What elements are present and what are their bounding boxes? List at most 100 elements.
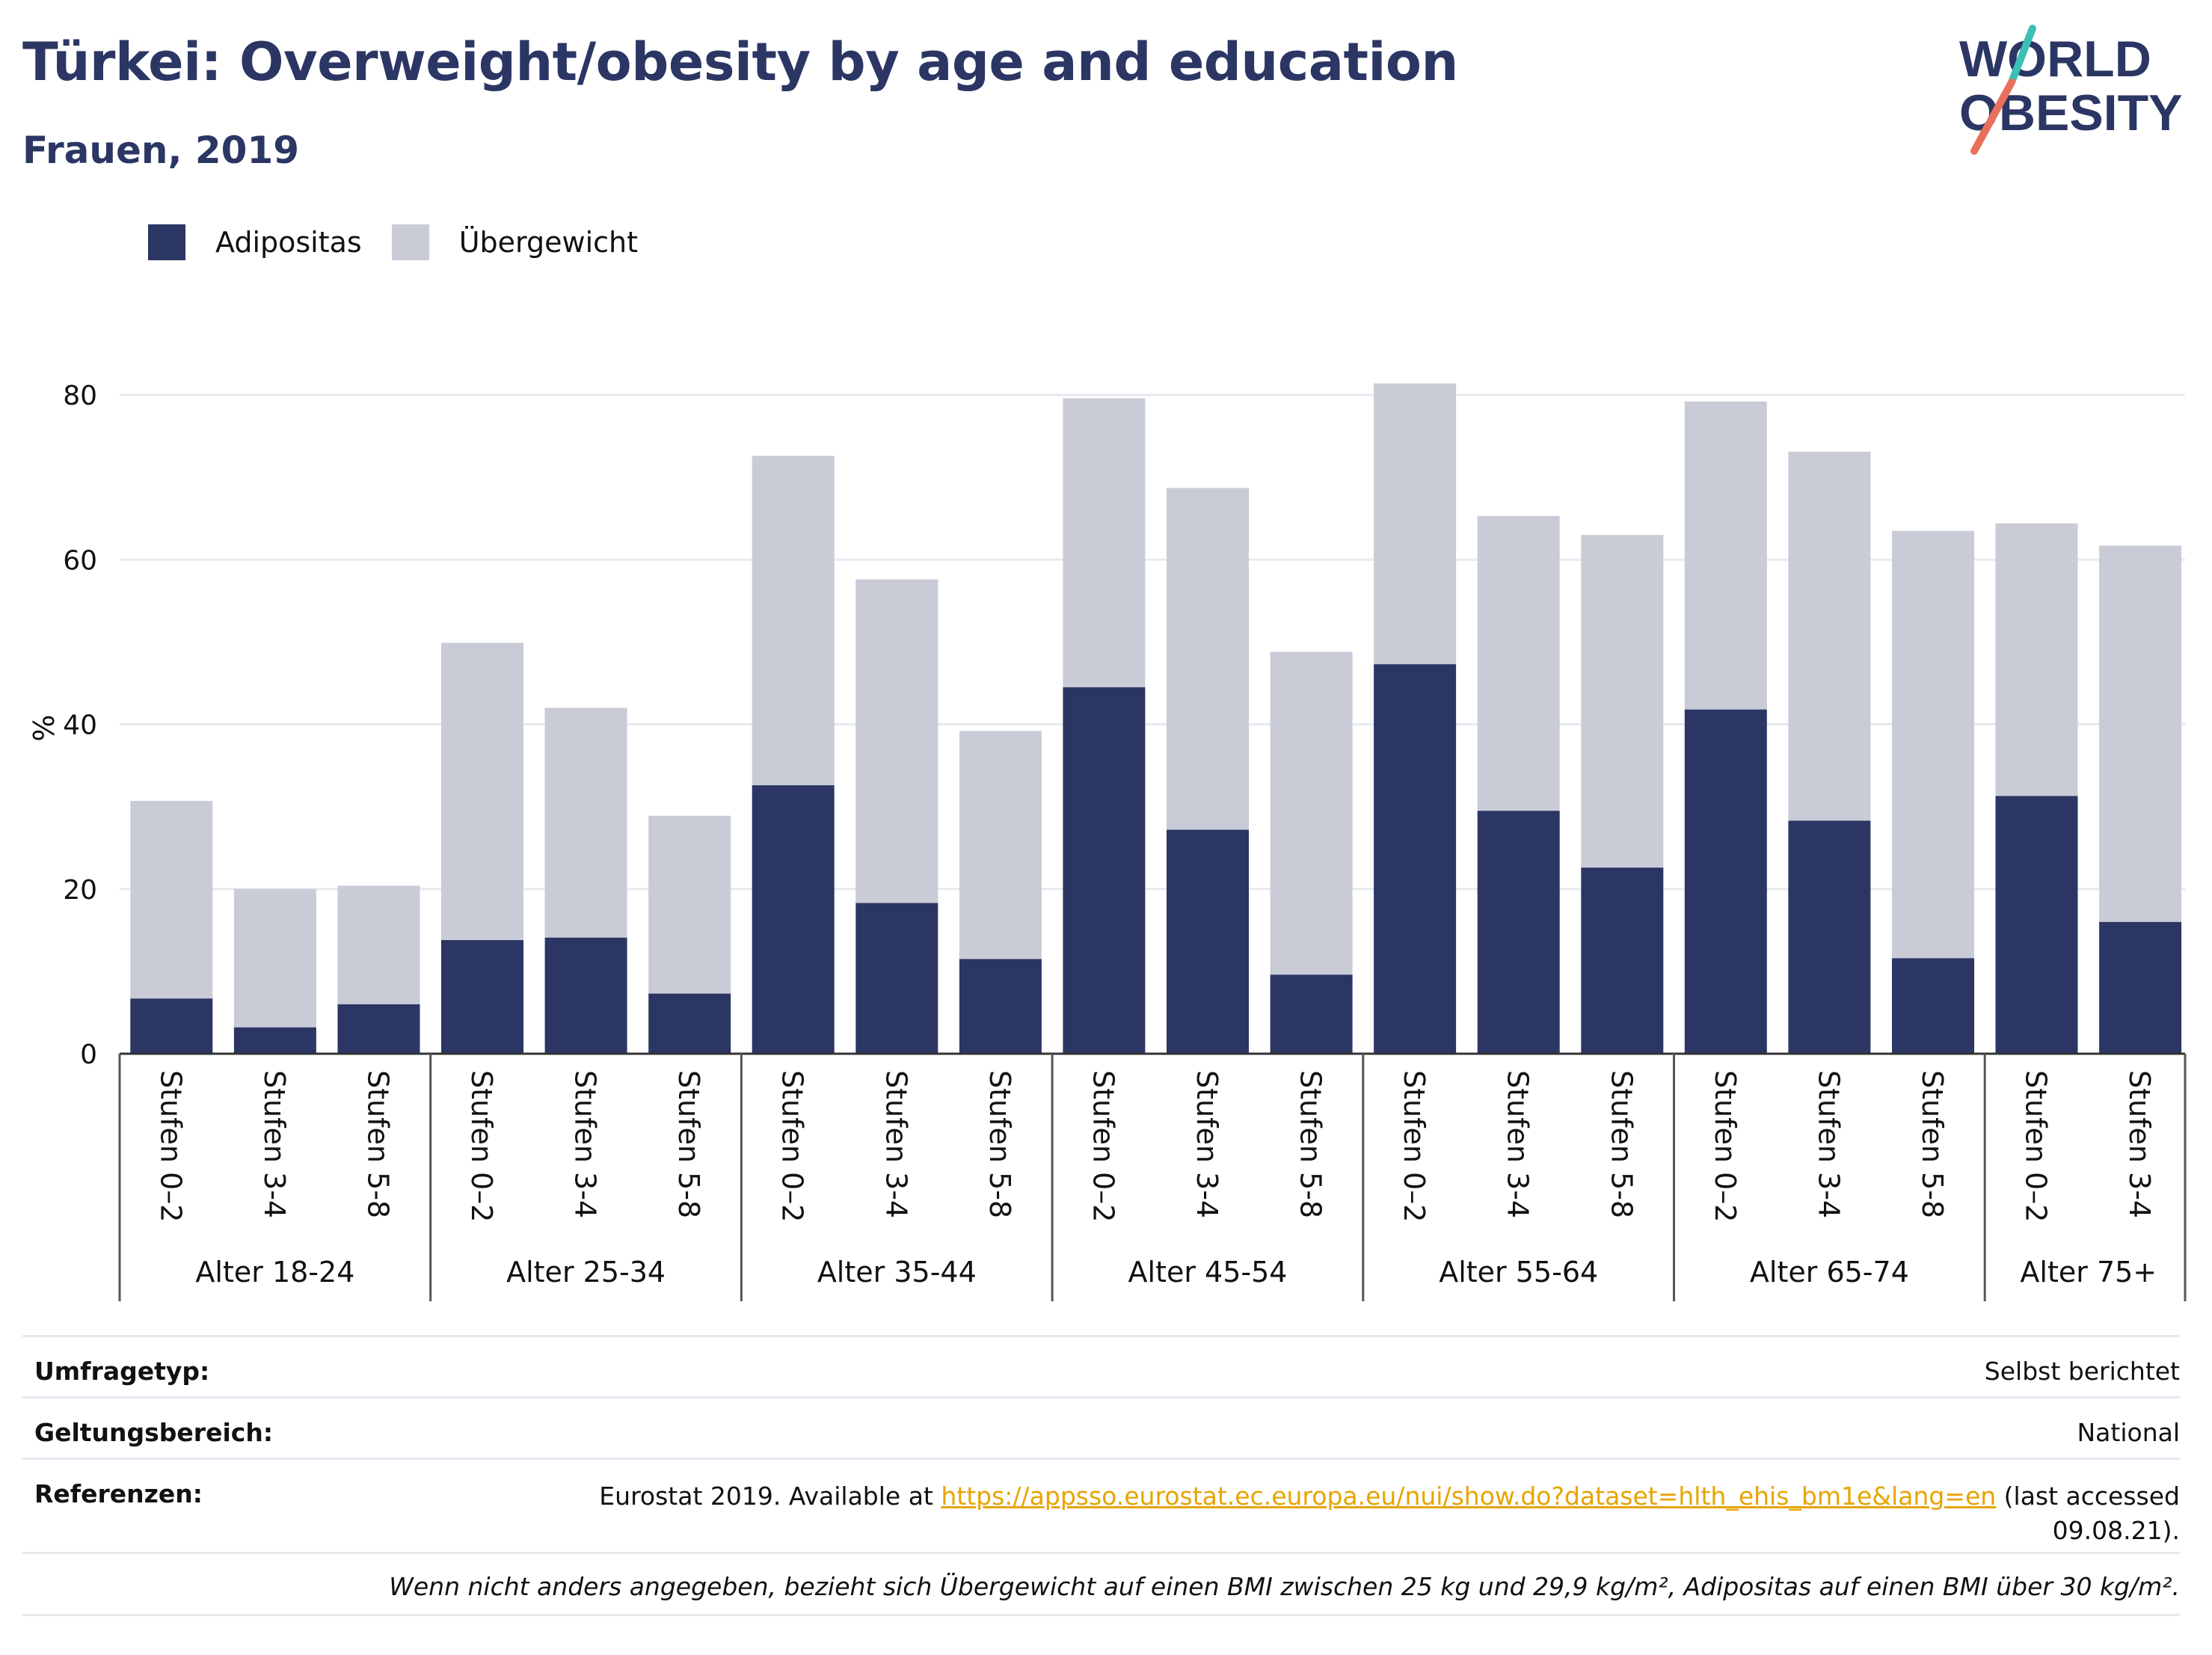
x-tick-label: Stufen 0–2	[154, 1070, 187, 1222]
legend-item-uebergewicht: Übergewicht	[391, 224, 638, 260]
bar-adipositas	[1581, 868, 1664, 1054]
bar-uebergewicht	[1581, 535, 1664, 868]
stacked-bar-chart: 0 20 40 60 80% Stufen 0–2 Stufen 3-4 Stufen 5-8…	[28, 381, 2187, 1301]
y-tick-label: 20	[63, 875, 97, 906]
legend-swatch-adipositas	[148, 224, 185, 260]
bar-adipositas	[1167, 829, 1249, 1054]
bar-uebergewicht	[752, 455, 835, 786]
page-title: Türkei: Overweight/obesity by age and ed…	[22, 31, 1458, 93]
meta-value-survey: Selbst berichtet	[1984, 1357, 2180, 1386]
meta-row-note: Wenn nicht anders angegeben, bezieht sic…	[22, 1552, 2180, 1616]
x-tick-label: Stufen 5-8	[1916, 1070, 1949, 1218]
bar-uebergewicht	[2099, 545, 2182, 922]
meta-value-scope: National	[2077, 1418, 2180, 1447]
metadata-table: Umfragetyp: Selbst berichtet Geltungsber…	[22, 1335, 2180, 1619]
bar-uebergewicht	[1374, 383, 1457, 665]
group-label: Alter 65-74	[1750, 1256, 1909, 1289]
references-link[interactable]: https://appsso.eurostat.ec.europa.eu/nui…	[941, 1481, 1997, 1511]
bar-uebergewicht	[233, 888, 316, 1028]
y-tick-label: 0	[80, 1040, 97, 1070]
logo-stroke-coral	[1970, 79, 2015, 155]
bar-uebergewicht	[1270, 651, 1353, 975]
bar-adipositas	[2099, 921, 2182, 1054]
bar-uebergewicht	[1788, 452, 1871, 821]
chart-legend: Adipositas Übergewicht	[148, 221, 668, 263]
x-tick-label: Stufen 5-8	[672, 1070, 705, 1218]
y-tick-label: 40	[63, 710, 97, 741]
bar-adipositas	[752, 785, 835, 1054]
bar-adipositas	[1684, 709, 1767, 1054]
x-tick-label: Stufen 5-8	[362, 1070, 395, 1218]
logo-stroke-teal	[2008, 25, 2036, 86]
x-tick-label: Stufen 3-4	[1812, 1070, 1845, 1218]
x-tick-label: Stufen 0–2	[1398, 1070, 1431, 1222]
legend-item-adipositas: Adipositas	[148, 224, 362, 260]
x-tick-label: Stufen 0–2	[1087, 1070, 1119, 1222]
y-tick-label: 60	[63, 545, 97, 576]
references-suffix: (last accessed	[1996, 1481, 2180, 1511]
bar-uebergewicht	[1477, 515, 1560, 811]
page-subtitle: Frauen, 2019	[22, 129, 300, 172]
bar-uebergewicht	[1892, 530, 1974, 959]
x-tick-label: Stufen 5-8	[1605, 1070, 1638, 1218]
bar-uebergewicht	[441, 642, 523, 941]
bar-adipositas	[1374, 664, 1457, 1054]
bar-uebergewicht	[130, 800, 213, 999]
bar-uebergewicht	[1063, 398, 1146, 687]
bar-adipositas	[648, 993, 731, 1054]
bar-uebergewicht	[337, 885, 420, 1004]
bar-adipositas	[959, 959, 1042, 1054]
meta-label-references: Referenzen:	[34, 1479, 203, 1508]
bar-uebergewicht	[648, 815, 731, 994]
bar-uebergewicht	[544, 707, 627, 938]
x-tick-label: Stufen 3-4	[879, 1070, 912, 1218]
x-tick-label: Stufen 3-4	[569, 1070, 602, 1218]
bar-adipositas	[130, 998, 213, 1054]
group-label: Alter 25-34	[506, 1256, 666, 1289]
bar-uebergewicht	[1995, 523, 2078, 796]
y-axis-label: %	[28, 714, 61, 741]
x-tick-label: Stufen 3-4	[1502, 1070, 1534, 1218]
x-tick-label: Stufen 0–2	[776, 1070, 809, 1222]
legend-label-uebergewicht: Übergewicht	[458, 226, 638, 259]
legend-swatch-uebergewicht	[391, 224, 429, 260]
x-tick-label: Stufen 0–2	[465, 1070, 498, 1222]
logo-text-world: WORLD	[1959, 31, 2151, 87]
bar-adipositas	[337, 1004, 420, 1054]
bar-adipositas	[1995, 796, 2078, 1054]
meta-row-survey: Umfragetyp: Selbst berichtet	[22, 1335, 2180, 1397]
bar-uebergewicht	[855, 579, 938, 903]
x-tick-label: Stufen 3-4	[2123, 1070, 2156, 1218]
references-date: 09.08.21).	[2052, 1516, 2180, 1545]
world-obesity-logo: WORLD OBESITY	[1959, 25, 2183, 155]
meta-row-references: Referenzen: Eurostat 2019. Available at …	[22, 1458, 2180, 1551]
bar-uebergewicht	[1684, 401, 1767, 710]
bar-uebergewicht	[959, 731, 1042, 959]
group-label: Alter 35-44	[817, 1256, 977, 1289]
bar-adipositas	[1892, 958, 1974, 1054]
definition-note: Wenn nicht anders angegeben, bezieht sic…	[389, 1572, 2180, 1601]
meta-value-references: Eurostat 2019. Available at https://apps…	[599, 1479, 2180, 1548]
x-tick-label: Stufen 5-8	[1294, 1070, 1327, 1218]
group-label: Alter 18-24	[195, 1256, 354, 1289]
bar-uebergewicht	[1167, 488, 1249, 830]
x-tick-label: Stufen 5-8	[983, 1070, 1016, 1218]
bar-adipositas	[1477, 811, 1560, 1054]
bar-adipositas	[1270, 974, 1353, 1054]
x-tick-label: Stufen 0–2	[1709, 1070, 1742, 1222]
bar-adipositas	[855, 903, 938, 1054]
meta-label-survey: Umfragetyp:	[34, 1357, 210, 1386]
meta-label-scope: Geltungsbereich:	[34, 1418, 274, 1447]
bar-adipositas	[233, 1027, 316, 1054]
x-tick-label: Stufen 3-4	[258, 1070, 291, 1218]
group-label: Alter 45-54	[1128, 1256, 1288, 1289]
references-prefix: Eurostat 2019. Available at	[599, 1481, 941, 1511]
x-tick-label: Stufen 3-4	[1191, 1070, 1223, 1218]
legend-label-adipositas: Adipositas	[215, 226, 362, 259]
bar-adipositas	[1788, 820, 1871, 1054]
bar-adipositas	[1063, 687, 1146, 1054]
group-label: Alter 75+	[2020, 1256, 2157, 1289]
x-tick-label: Stufen 0–2	[2020, 1070, 2053, 1222]
bar-adipositas	[441, 940, 523, 1054]
bar-adipositas	[544, 937, 627, 1054]
